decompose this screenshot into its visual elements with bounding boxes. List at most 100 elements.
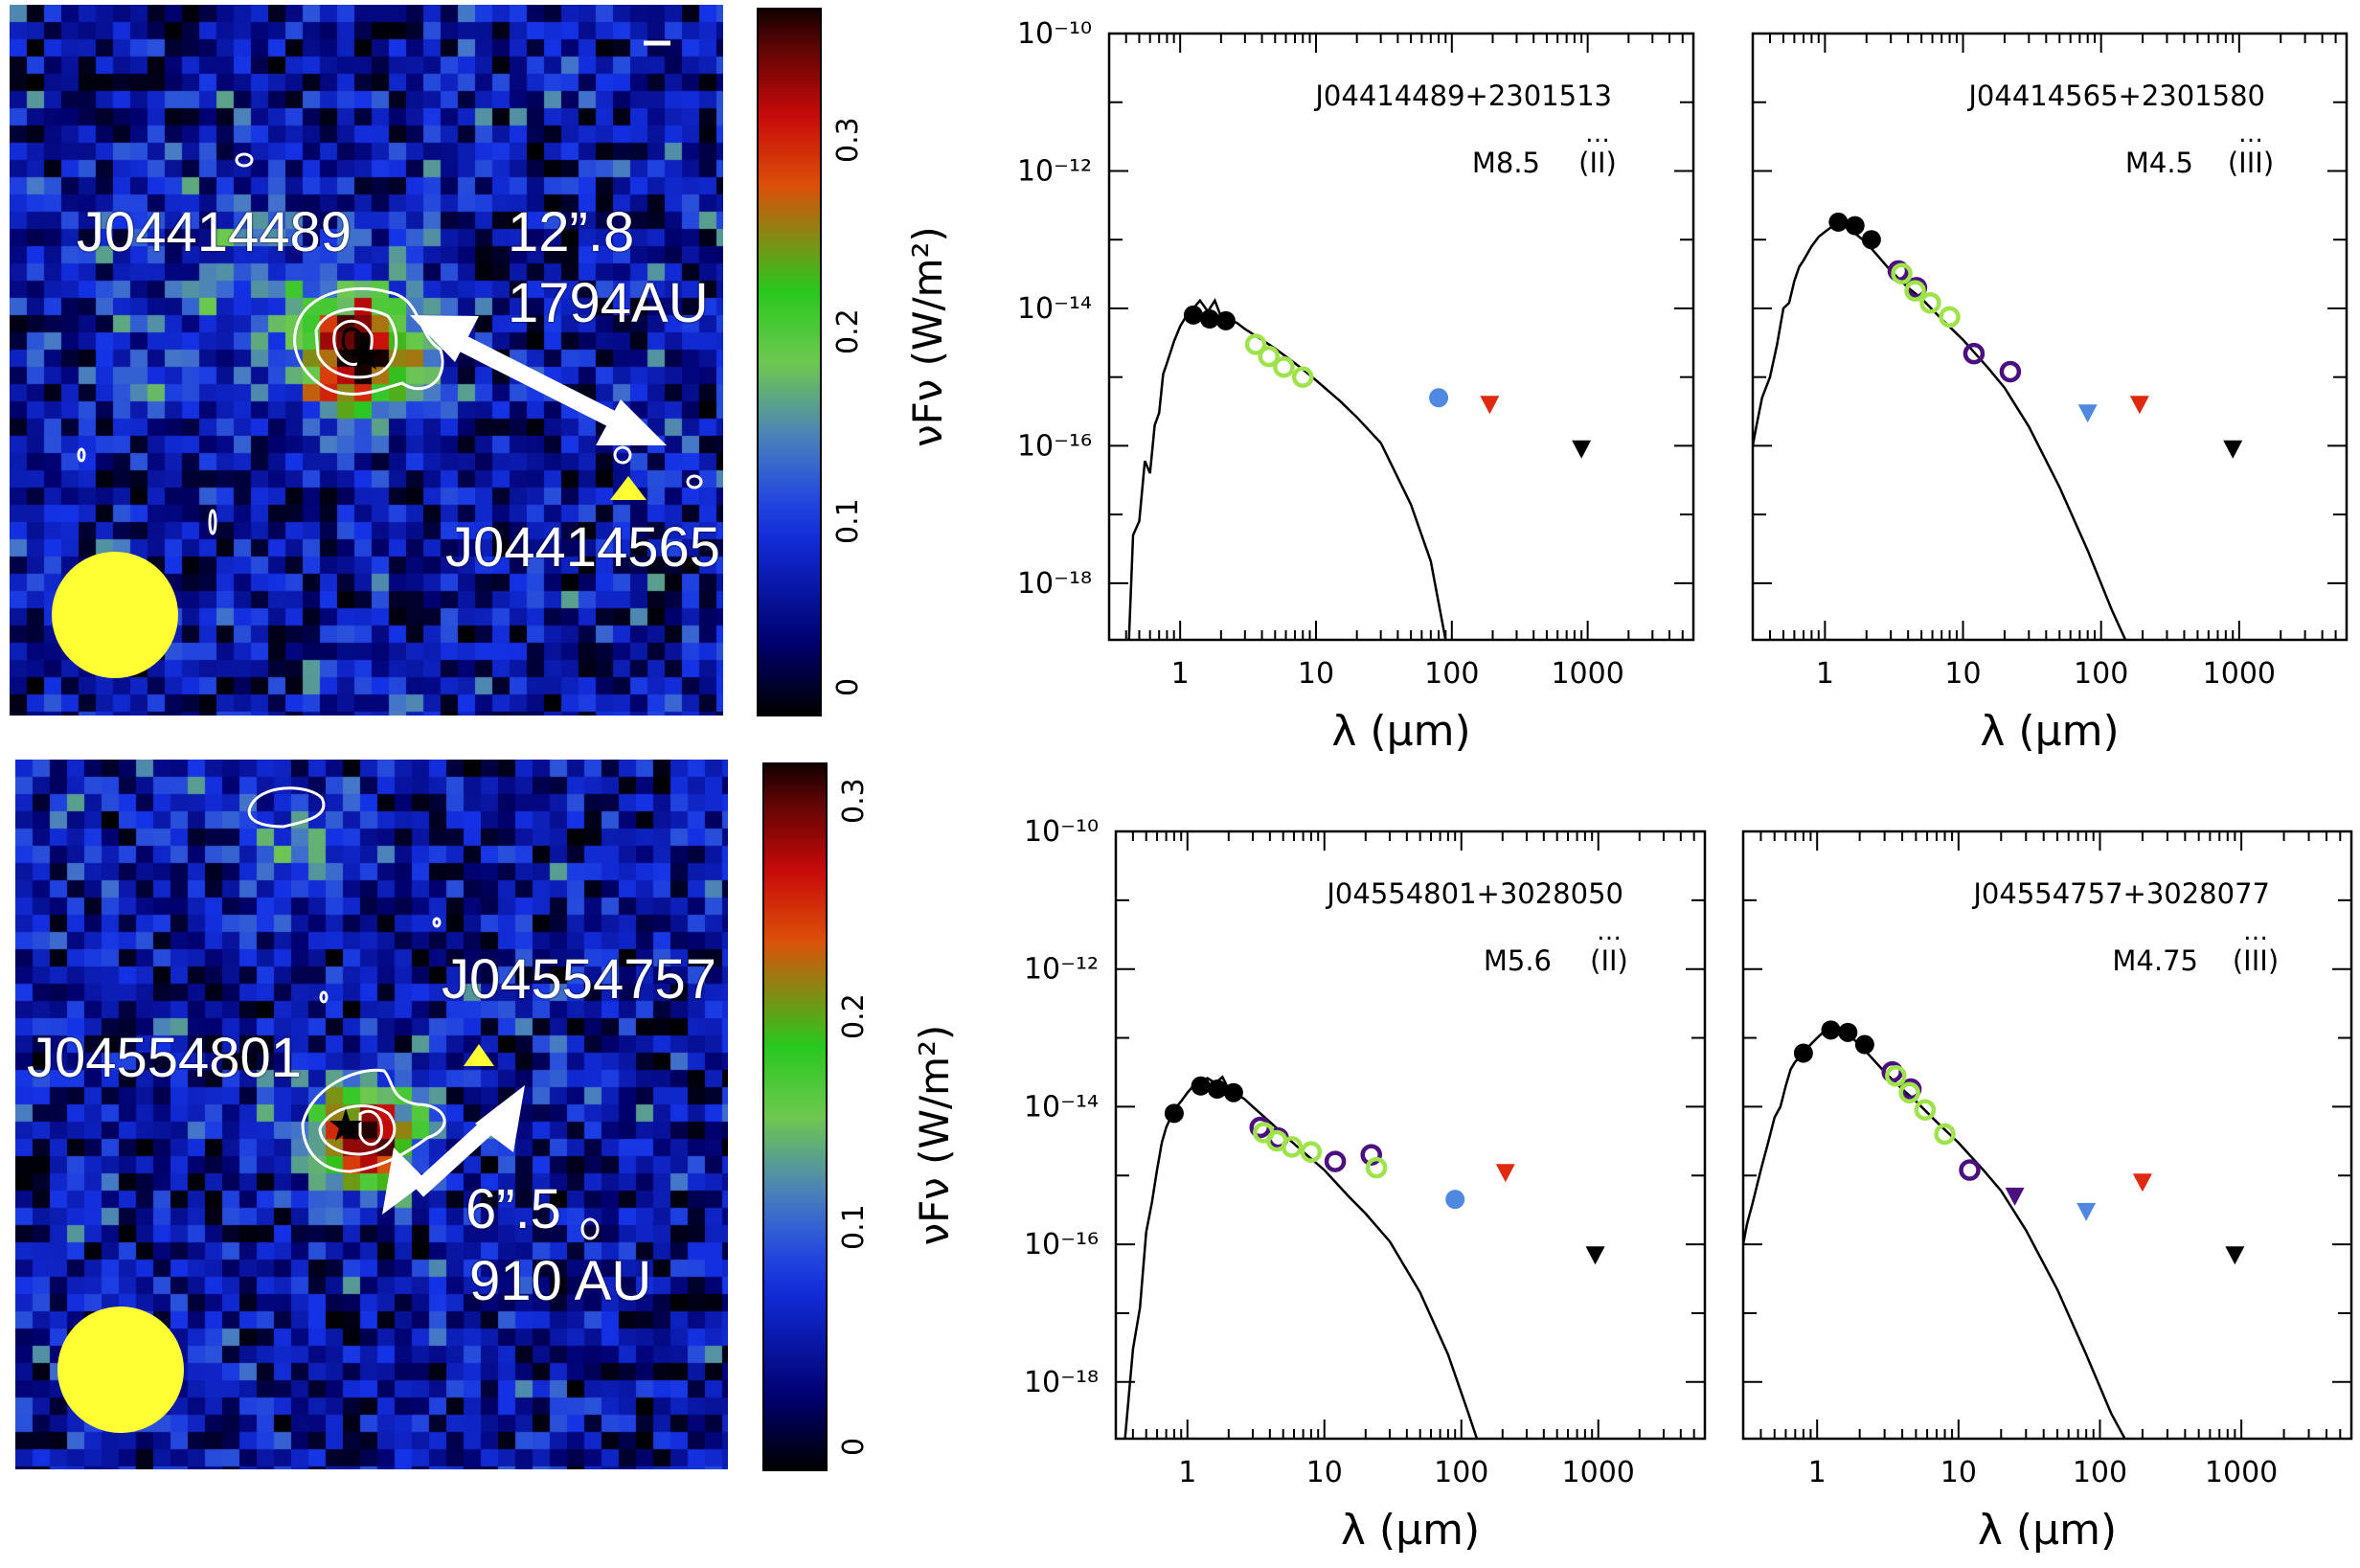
contour-blob [613, 445, 632, 465]
x-tick-label: 1 [1816, 657, 1834, 691]
y-tick-label: 10⁻¹⁴ [1024, 1090, 1099, 1124]
data-point [1854, 1034, 1874, 1055]
data-point [1999, 360, 2022, 383]
star-marker-top [350, 337, 382, 370]
x-axis-label: λ (μm) [1331, 707, 1470, 756]
contour-inner [358, 1109, 383, 1147]
y-tick-label: 10⁻¹⁰ [1017, 17, 1092, 51]
data-point [1223, 1082, 1243, 1102]
x-axis-label: λ (μm) [1341, 1506, 1480, 1555]
data-point [1281, 1136, 1304, 1158]
x-tick-label: 1000 [2203, 657, 2276, 691]
plot-area [1123, 1075, 1605, 1439]
contour-outer [293, 286, 444, 396]
contour-blob [208, 509, 217, 535]
data-point [1191, 1076, 1211, 1096]
data-point [1258, 345, 1281, 368]
x-tick-label: 10 [1944, 657, 1981, 691]
contour-blob [235, 152, 254, 168]
plot-frame [1751, 32, 2349, 642]
maps-column: J04414489 12”.8 1794AU J04414565 0 0.1 0… [0, 0, 919, 1568]
data-point [1445, 1190, 1465, 1210]
data-point [1291, 366, 1314, 388]
upper-limit-point [1480, 396, 1500, 415]
sed-class: (II) [1578, 147, 1617, 179]
data-point [1273, 355, 1295, 378]
data-point [1200, 309, 1220, 330]
y-axis-label: νFν (W/m²) [911, 1025, 958, 1246]
data-point [1300, 1141, 1323, 1163]
spectral-type: M4.5 [2125, 147, 2193, 179]
beam-circle-bottom [57, 1307, 184, 1433]
model-sed-line [1743, 1026, 2126, 1439]
data-point [1885, 1065, 1907, 1087]
upper-limit-point [2076, 1202, 2097, 1221]
separation-au-top: 1794AU [508, 272, 709, 334]
x-tick-label: 1 [1178, 1456, 1196, 1489]
separation-arcsec-top: 12”.8 [508, 201, 635, 263]
plot-frame [1741, 829, 2353, 1441]
y-axis-label: νFν (W/m²) [904, 226, 951, 447]
data-point [1963, 342, 1986, 365]
companion-triangle-top [610, 476, 647, 500]
contour-blob [77, 447, 86, 463]
secondary-label-top: J04414565 [445, 516, 721, 579]
plot-area [1753, 212, 2243, 640]
class-mark: … [1597, 918, 1622, 946]
data-point [1919, 292, 1941, 314]
x-axis-label: λ (μm) [1978, 1506, 2117, 1555]
x-tick-label: 1000 [1551, 657, 1623, 691]
data-point [1904, 280, 1926, 302]
model-sed-line [1123, 1075, 1479, 1439]
y-tick-label: 10⁻¹² [1024, 953, 1099, 987]
y-tick-label: 10⁻¹² [1017, 154, 1092, 188]
contour-outer [301, 1068, 446, 1173]
x-tick-label: 10 [1940, 1456, 1977, 1489]
x-tick-label: 10 [1306, 1456, 1343, 1489]
x-tick-label: 10 [1298, 657, 1334, 691]
plot-area [1127, 298, 1592, 640]
star-marker-bottom [329, 1108, 362, 1141]
map-panel-top: J04414489 12”.8 1794AU J04414565 [10, 5, 723, 716]
data-point [1891, 262, 1913, 284]
upper-limit-point [1585, 1246, 1605, 1265]
data-point [1164, 1103, 1184, 1124]
separation-arrow-bottom [382, 1085, 525, 1215]
contour-blob [686, 474, 703, 489]
colorbar-bottom [762, 762, 828, 1471]
x-tick-label: 1000 [2205, 1456, 2278, 1489]
map-panel-bottom: J04554757 J04554801 6”.5 910 AU [15, 760, 728, 1469]
source-name: J04554801+3028050 [1325, 877, 1623, 910]
upper-limit-point [2077, 404, 2098, 423]
y-tick-label: 10⁻¹⁶ [1017, 429, 1092, 463]
contours-bottom [247, 786, 600, 1240]
data-point [1845, 216, 1865, 236]
contour-mid [318, 1104, 397, 1156]
contour-blob [432, 917, 442, 928]
data-point [1821, 1020, 1841, 1040]
data-point [1934, 1123, 1956, 1146]
sed-panel-3: 1 10 100 1000 10⁻¹⁰ 10⁻¹² 10⁻¹⁴ 10⁻¹⁶ 10⁻¹⁸ λ (μm… [911, 815, 1707, 1555]
plot-area [1743, 1020, 2245, 1439]
data-point [1215, 310, 1236, 330]
data-point [1959, 1159, 1981, 1181]
separation-arcsec-bottom: 6”.5 [465, 1178, 561, 1240]
data-point [1183, 305, 1203, 325]
sed-panel-2: 1 10 100 1000 λ (μm) J04414565+2301580 M4.5 (II… [1751, 32, 2349, 756]
spectral-type: M5.6 [1484, 944, 1552, 977]
contour-blob [580, 1217, 600, 1240]
companion-triangle-bottom [464, 1044, 494, 1066]
data-point [1365, 1156, 1388, 1179]
source-name: J04414489+2301513 [1313, 80, 1612, 112]
upper-limit-point [2129, 396, 2149, 415]
data-point [1939, 306, 1961, 329]
x-tick-label: 100 [1434, 1456, 1488, 1489]
colorbar-top [757, 8, 822, 716]
x-tick-label: 100 [1424, 657, 1479, 691]
sed-panel-4: 1 10 100 1000 λ (μm) J04554757+3028077 M4.75 (I… [1741, 829, 2353, 1555]
sed-class: (III) [2233, 944, 2279, 977]
x-tick-label: 1 [1808, 1456, 1827, 1489]
y-tick-label: 10⁻¹⁶ [1024, 1228, 1099, 1261]
upper-limit-point [2225, 1246, 2245, 1265]
data-point [1793, 1043, 1813, 1063]
